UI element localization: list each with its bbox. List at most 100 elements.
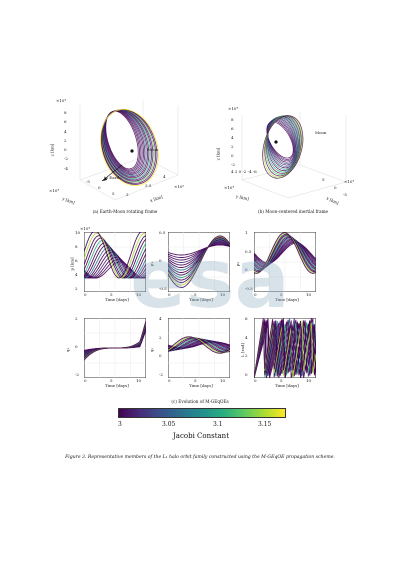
subplot-ytick: 2 xyxy=(245,353,248,359)
element-trajectory xyxy=(84,242,146,279)
subplot-xtick: 5 xyxy=(194,292,197,297)
subplot-scale: ×10⁴ xyxy=(80,226,91,231)
element-trajectory xyxy=(84,244,146,279)
element-trajectory xyxy=(168,241,230,266)
panel-b-z-label: z [km] xyxy=(215,147,221,161)
panel-a-orbits xyxy=(100,109,159,186)
element-trajectory xyxy=(168,236,230,283)
panel-a-plot xyxy=(79,100,179,201)
panel-a-x-scale: ×10⁵ xyxy=(174,184,185,189)
subplot-ytick: 8 xyxy=(75,244,78,249)
element-trajectory xyxy=(168,237,230,281)
panel-b-x-tick-2: -5 xyxy=(343,192,347,197)
subplot-xtick: 0 xyxy=(254,292,257,297)
element-trajectory xyxy=(168,238,230,276)
element-trajectory xyxy=(254,240,316,266)
element-trajectory xyxy=(168,239,230,273)
element-trajectory xyxy=(168,236,230,286)
subplot-ytick: 0 xyxy=(245,372,248,377)
subplot-ytick: 0.5 xyxy=(159,230,166,235)
meqoe-subplot xyxy=(254,318,316,378)
panel-b-caption: (b) Moon-centered inertial frame xyxy=(257,209,329,214)
panel-b-x-scale: ×10⁴ xyxy=(344,179,355,184)
panel-b-plot xyxy=(241,112,347,199)
figure-caption: Figure 3. Representative members of the … xyxy=(65,455,335,460)
subplot-xlabel: Time [days] xyxy=(275,383,299,388)
subplot-ytick: 2 xyxy=(75,286,78,291)
subplot-xtick: 10 xyxy=(136,378,142,383)
element-trajectory xyxy=(254,232,316,274)
subplot-ytick: 0 xyxy=(159,258,162,263)
subplot-ytick: -2 xyxy=(159,372,163,377)
subplot-xtick: 10 xyxy=(306,378,312,383)
subplot-xtick: 10 xyxy=(220,378,226,383)
meqoe-subplot xyxy=(84,232,146,292)
panel-a-z-label: z [km] xyxy=(49,143,55,157)
colorbar-gradient xyxy=(118,408,286,418)
halo-orbit xyxy=(100,109,159,186)
subplot-ytick: 6 xyxy=(245,316,248,321)
subplot-xlabel: Time [days] xyxy=(275,297,299,302)
element-trajectory xyxy=(84,239,146,279)
subplot-xtick: 0 xyxy=(168,378,171,383)
panel-a-x-tick-2: 4 xyxy=(163,174,166,179)
panel-b-y-ticks: 4 2 0 -2 -4 -6 xyxy=(231,169,257,174)
subplot-xtick: 5 xyxy=(110,292,113,297)
subplot-xtick: 0 xyxy=(254,378,257,383)
element-trajectory xyxy=(254,318,316,378)
subplot-ytick: 0 xyxy=(159,353,162,359)
element-trajectory xyxy=(168,235,230,288)
element-trajectory xyxy=(254,241,316,265)
meqoe-subplot xyxy=(254,232,316,292)
subplot-ytick: -0.5 xyxy=(245,286,253,291)
panel-a-x-tick-0: 3 xyxy=(126,192,129,197)
earth-annotation: to Earth xyxy=(104,175,121,180)
subplot-xtick: 10 xyxy=(306,292,312,297)
subplot-ytick: 0 xyxy=(75,344,78,349)
element-trajectory xyxy=(168,241,230,268)
element-trajectory xyxy=(84,237,146,279)
subplot-ytick: 2 xyxy=(75,316,78,321)
moon-marker xyxy=(130,149,134,153)
colorbar-tick-1: 3.05 xyxy=(162,421,176,428)
panel-a-y-scale: ×10⁴ xyxy=(49,188,60,193)
element-trajectory xyxy=(168,242,230,263)
moon-annotation-b: Moon xyxy=(315,130,327,135)
subplot-ytick: -0.5 xyxy=(159,286,167,291)
moon-annotation-a: Moon xyxy=(147,147,159,152)
subplot-xtick: 10 xyxy=(220,292,226,297)
element-trajectory xyxy=(84,235,146,279)
element-trajectory xyxy=(84,320,146,361)
subplot-xtick: 0 xyxy=(168,292,171,297)
element-trajectory xyxy=(168,244,230,256)
subplot-xlabel: Time [days] xyxy=(189,383,213,388)
panel-a-y-tick-1: 0 xyxy=(98,185,101,190)
panel-a-caption: (a) Earth-Moon rotating frame xyxy=(92,209,158,214)
meqoe-subplot xyxy=(84,318,146,378)
subplot-xtick: 0 xyxy=(84,292,87,297)
subplot-ytick: 6 xyxy=(75,258,78,263)
panel-a-y-tick-0: -5 xyxy=(86,179,90,184)
subplot-ylabel: q₁ xyxy=(65,347,71,353)
subplot-ytick: 1 xyxy=(245,230,248,235)
subplot-ytick: 4 xyxy=(159,316,162,321)
element-trajectory xyxy=(168,238,230,278)
panel-a-x-tick-1: 3.5 xyxy=(145,183,152,188)
subplot-xtick: 0 xyxy=(84,378,87,383)
esa-watermark: esa xyxy=(130,235,290,325)
panel-a-y-tick-2: 5 xyxy=(112,191,115,196)
colorbar-tick-0: 3 xyxy=(118,421,122,428)
moon-marker-b xyxy=(274,140,278,144)
element-trajectory xyxy=(84,232,146,279)
subplot-xlabel: Time [days] xyxy=(105,383,129,388)
watermark-text: esa xyxy=(130,235,290,325)
panel-c-caption: (c) Evolution of M-GEqOEs xyxy=(171,399,229,404)
subplot-xtick: 5 xyxy=(110,378,113,383)
subplot-ytick: -2 xyxy=(75,372,79,377)
element-trajectory xyxy=(84,232,146,279)
panel-a-z-ticks: 8 6 4 2 0 -2 -4 xyxy=(64,110,68,171)
subplot-ytick: 10 xyxy=(75,230,81,235)
panel-a-z-scale: ×10⁴ xyxy=(56,98,67,103)
element-trajectory xyxy=(84,247,146,279)
subplot-ylabel: p [km] xyxy=(69,257,75,271)
